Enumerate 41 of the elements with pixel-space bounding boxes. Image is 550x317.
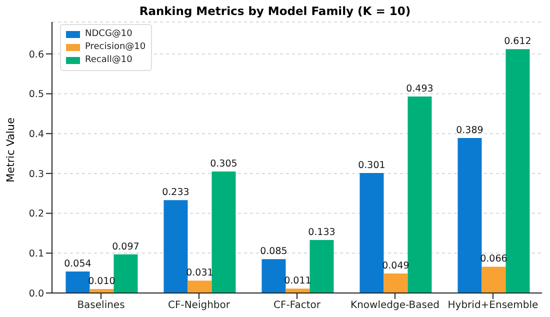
bar (66, 271, 90, 293)
bar (384, 273, 408, 293)
bar (360, 173, 384, 293)
x-tick-label: Knowledge-Based (350, 300, 440, 312)
legend-label: NDCG@10 (85, 28, 132, 41)
legend-label: Precision@10 (85, 41, 146, 54)
x-tick-label: CF-Factor (274, 300, 322, 312)
y-tick-label: 0.5 (28, 89, 44, 100)
chart-title: Ranking Metrics by Model Family (K = 10) (138, 4, 412, 18)
bar (164, 200, 188, 293)
data-label: 0.493 (406, 84, 434, 95)
y-tick-label: 0.4 (28, 128, 44, 140)
data-label: 0.233 (162, 187, 190, 198)
bar (506, 49, 530, 293)
bar (262, 259, 286, 293)
data-label: 0.301 (358, 160, 386, 172)
legend-label: Recall@10 (85, 54, 132, 67)
data-label: 0.054 (64, 258, 92, 270)
y-tick-label: 0.6 (28, 49, 44, 60)
bar (482, 266, 506, 293)
bar (114, 254, 138, 293)
y-tick-label: 0.2 (28, 208, 44, 220)
x-tick-label: Baselines (77, 300, 125, 312)
data-label: 0.133 (308, 226, 336, 238)
bar (458, 138, 482, 293)
bar (188, 280, 212, 293)
data-label: 0.097 (112, 241, 140, 252)
y-axis-title: Metric Value (5, 118, 17, 182)
bar (212, 171, 236, 293)
y-tick-label: 0.1 (28, 248, 44, 260)
data-label: 0.612 (504, 36, 532, 48)
y-tick-label: 0.3 (28, 168, 44, 180)
data-label: 0.085 (260, 246, 288, 258)
x-tick-label: CF-Neighbor (168, 300, 231, 312)
bar (310, 240, 334, 293)
data-label: 0.389 (456, 124, 484, 136)
x-tick-label: Hybrid+Ensemble (448, 300, 538, 312)
bar (408, 96, 432, 293)
bar (286, 288, 310, 293)
y-tick-label: 0.0 (28, 288, 44, 300)
data-label: 0.305 (210, 158, 238, 170)
